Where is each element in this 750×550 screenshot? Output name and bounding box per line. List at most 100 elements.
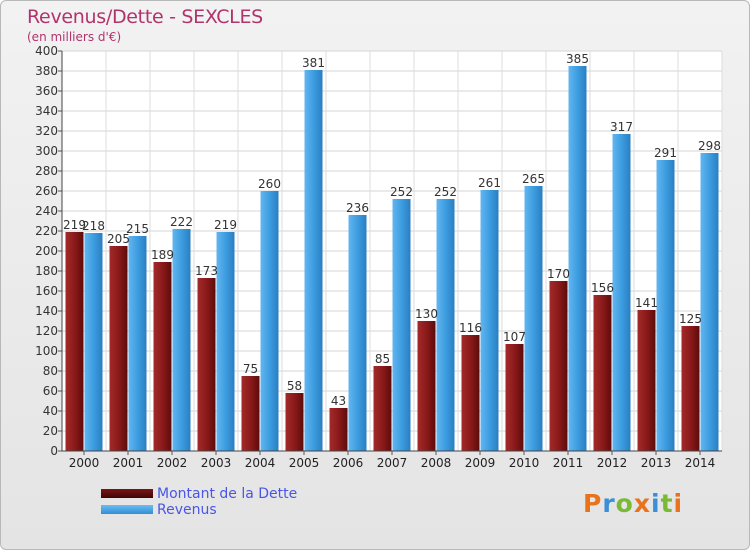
x-tick-label: 2008	[421, 456, 452, 470]
data-label-dette: 170	[547, 267, 570, 281]
y-tick-label: 0	[50, 444, 58, 458]
data-label-dette: 156	[591, 281, 614, 295]
y-tick-label: 280	[35, 164, 58, 178]
bar-dette	[241, 376, 260, 451]
chart-subtitle: (en milliers d'€)	[27, 30, 122, 44]
data-label-dette: 58	[287, 379, 302, 393]
y-tick-label: 400	[35, 44, 58, 58]
x-tick-label: 2011	[553, 456, 584, 470]
bar-revenus	[128, 236, 147, 451]
proxiti-logo: Proxiti	[583, 489, 683, 518]
data-label-dette: 130	[415, 307, 438, 321]
bar-revenus	[568, 66, 587, 451]
x-tick-label: 2010	[509, 456, 540, 470]
x-tick-label: 2005	[289, 456, 320, 470]
x-tick-label: 2003	[201, 456, 232, 470]
bar-revenus	[612, 134, 631, 451]
bar-revenus	[172, 229, 191, 451]
bar-dette	[681, 326, 700, 451]
data-label-revenus: 252	[434, 185, 457, 199]
bar-revenus	[304, 70, 323, 451]
logo-letter: r	[602, 489, 616, 518]
x-tick-label: 2014	[685, 456, 716, 470]
x-tick-label: 2013	[641, 456, 672, 470]
data-label-revenus: 381	[302, 56, 325, 70]
x-tick-label: 2007	[377, 456, 408, 470]
data-label-revenus: 218	[82, 219, 105, 233]
bar-revenus	[480, 190, 499, 451]
y-tick-label: 180	[35, 264, 58, 278]
data-label-revenus: 236	[346, 201, 369, 215]
x-tick-label: 2001	[113, 456, 144, 470]
logo-letter: t	[660, 489, 674, 518]
bar-revenus	[216, 232, 235, 451]
logo-letter: P	[583, 489, 603, 518]
y-tick-label: 360	[35, 84, 58, 98]
data-label-revenus: 260	[258, 177, 281, 191]
y-tick-label: 160	[35, 284, 58, 298]
data-label-revenus: 265	[522, 172, 545, 186]
y-tick-label: 340	[35, 104, 58, 118]
data-label-dette: 116	[459, 321, 482, 335]
y-tick-label: 240	[35, 204, 58, 218]
bar-revenus	[656, 160, 675, 451]
bar-dette	[461, 335, 480, 451]
bar-dette	[593, 295, 612, 451]
y-tick-label: 220	[35, 224, 58, 238]
y-tick-label: 120	[35, 324, 58, 338]
bar-dette	[505, 344, 524, 451]
logo-letter: i	[673, 489, 684, 518]
data-label-dette: 107	[503, 330, 526, 344]
data-label-dette: 43	[331, 394, 346, 408]
y-tick-label: 40	[43, 404, 58, 418]
data-label-dette: 141	[635, 296, 658, 310]
y-tick-label: 200	[35, 244, 58, 258]
y-tick-label: 140	[35, 304, 58, 318]
bar-dette	[329, 408, 348, 451]
bar-dette	[373, 366, 392, 451]
data-label-revenus: 385	[566, 52, 589, 66]
x-tick-label: 2006	[333, 456, 364, 470]
data-label-revenus: 291	[654, 146, 677, 160]
data-label-dette: 205	[107, 232, 130, 246]
legend-swatch-revenus	[101, 505, 153, 514]
bar-dette	[109, 246, 128, 451]
data-label-revenus: 222	[170, 215, 193, 229]
y-tick-label: 60	[43, 384, 58, 398]
bar-dette	[285, 393, 304, 451]
data-label-revenus: 252	[390, 185, 413, 199]
bar-dette	[637, 310, 656, 451]
bar-dette	[153, 262, 172, 451]
bar-dette	[417, 321, 436, 451]
data-label-revenus: 298	[698, 139, 721, 153]
legend-label-revenus: Revenus	[157, 502, 217, 518]
y-tick-label: 320	[35, 124, 58, 138]
x-tick-label: 2002	[157, 456, 188, 470]
logo-letter: o	[615, 489, 634, 518]
logo-letter: i	[651, 489, 661, 518]
data-label-revenus: 317	[610, 120, 633, 134]
legend-swatch-dette	[101, 489, 153, 498]
bar-revenus	[524, 186, 543, 451]
bar-dette	[549, 281, 568, 451]
data-label-dette: 173	[195, 264, 218, 278]
data-label-dette: 219	[63, 218, 86, 232]
y-tick-label: 380	[35, 64, 58, 78]
x-tick-label: 2009	[465, 456, 496, 470]
bar-revenus	[436, 199, 455, 451]
data-label-dette: 75	[243, 362, 258, 376]
bar-dette	[65, 232, 84, 451]
x-tick-label: 2004	[245, 456, 276, 470]
data-label-revenus: 261	[478, 176, 501, 190]
bar-revenus	[260, 191, 279, 451]
y-tick-label: 20	[43, 424, 58, 438]
x-tick-label: 2012	[597, 456, 628, 470]
legend-label-dette: Montant de la Dette	[157, 486, 298, 502]
bar-revenus	[700, 153, 719, 451]
data-label-dette: 189	[151, 248, 174, 262]
y-tick-label: 80	[43, 364, 58, 378]
data-label-dette: 85	[375, 352, 390, 366]
data-label-dette: 125	[679, 312, 702, 326]
